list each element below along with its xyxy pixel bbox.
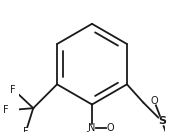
Text: F: F (23, 127, 29, 132)
Text: O: O (151, 96, 158, 106)
Text: F: F (10, 85, 16, 95)
Text: S: S (158, 116, 166, 126)
Text: O: O (107, 123, 114, 132)
Text: N: N (88, 123, 96, 132)
Text: F: F (3, 105, 8, 115)
